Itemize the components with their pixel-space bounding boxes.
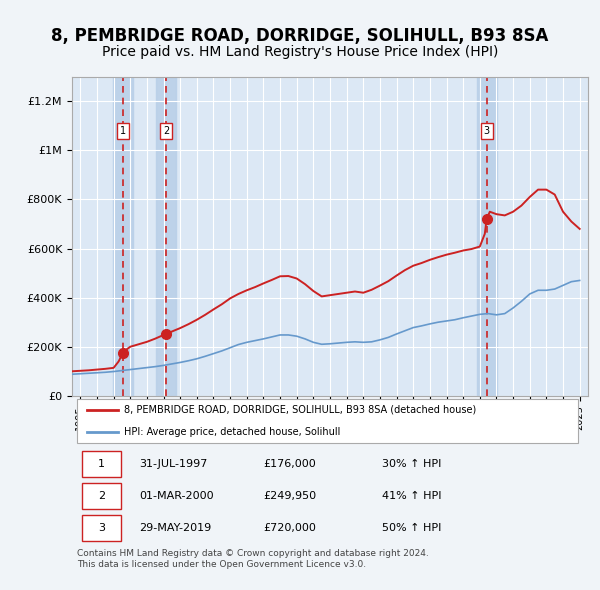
FancyBboxPatch shape xyxy=(82,483,121,509)
Bar xyxy=(113,77,133,396)
FancyBboxPatch shape xyxy=(82,451,121,477)
Text: 8, PEMBRIDGE ROAD, DORRIDGE, SOLIHULL, B93 8SA (detached house): 8, PEMBRIDGE ROAD, DORRIDGE, SOLIHULL, B… xyxy=(124,405,476,415)
Text: 31-JUL-1997: 31-JUL-1997 xyxy=(139,458,208,468)
Text: 8, PEMBRIDGE ROAD, DORRIDGE, SOLIHULL, B93 8SA: 8, PEMBRIDGE ROAD, DORRIDGE, SOLIHULL, B… xyxy=(52,27,548,45)
Text: 1: 1 xyxy=(98,458,105,468)
Text: £249,950: £249,950 xyxy=(263,491,316,501)
FancyBboxPatch shape xyxy=(82,515,121,541)
Text: 1: 1 xyxy=(120,126,126,136)
Bar xyxy=(156,77,176,396)
Text: 2: 2 xyxy=(163,126,169,136)
Bar xyxy=(476,77,497,396)
Text: 2: 2 xyxy=(98,491,105,501)
Text: 3: 3 xyxy=(98,523,105,533)
Text: £176,000: £176,000 xyxy=(263,458,316,468)
Text: 01-MAR-2000: 01-MAR-2000 xyxy=(139,491,214,501)
Text: Price paid vs. HM Land Registry's House Price Index (HPI): Price paid vs. HM Land Registry's House … xyxy=(102,45,498,59)
Text: £720,000: £720,000 xyxy=(263,523,316,533)
Text: 30% ↑ HPI: 30% ↑ HPI xyxy=(382,458,441,468)
Text: 41% ↑ HPI: 41% ↑ HPI xyxy=(382,491,441,501)
Text: 29-MAY-2019: 29-MAY-2019 xyxy=(139,523,211,533)
Text: HPI: Average price, detached house, Solihull: HPI: Average price, detached house, Soli… xyxy=(124,427,340,437)
Text: Contains HM Land Registry data © Crown copyright and database right 2024.
This d: Contains HM Land Registry data © Crown c… xyxy=(77,549,429,569)
FancyBboxPatch shape xyxy=(77,399,578,444)
Text: 3: 3 xyxy=(484,126,490,136)
Text: 50% ↑ HPI: 50% ↑ HPI xyxy=(382,523,441,533)
